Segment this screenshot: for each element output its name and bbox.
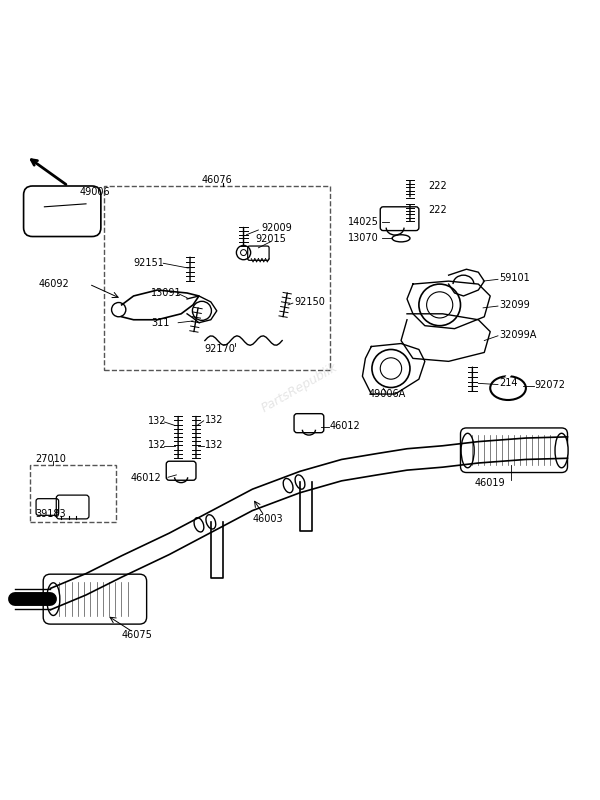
Text: 49006A: 49006A: [369, 389, 406, 399]
Text: 92151: 92151: [134, 258, 164, 268]
Text: 311: 311: [151, 318, 170, 328]
Text: 13070: 13070: [347, 233, 379, 242]
Text: 46019: 46019: [475, 478, 506, 488]
Text: 32099A: 32099A: [499, 330, 536, 340]
Text: 92072: 92072: [535, 380, 566, 390]
Text: 46003: 46003: [253, 514, 283, 524]
Text: 92170: 92170: [205, 345, 235, 354]
Text: 13091: 13091: [151, 288, 182, 298]
Text: 49006: 49006: [80, 187, 110, 197]
Text: 132: 132: [205, 439, 223, 450]
Text: 92150: 92150: [294, 297, 325, 307]
Text: 46092: 46092: [38, 279, 69, 289]
Text: 132: 132: [205, 414, 223, 425]
Text: 132: 132: [148, 416, 167, 426]
Text: 46076: 46076: [202, 175, 232, 185]
Text: 222: 222: [428, 205, 446, 214]
Text: 132: 132: [148, 439, 167, 450]
Text: 222: 222: [428, 181, 446, 191]
Text: 46075: 46075: [122, 630, 152, 640]
Text: 46012: 46012: [330, 421, 361, 431]
Ellipse shape: [461, 434, 474, 468]
Text: 14025: 14025: [347, 217, 379, 226]
Text: 92015: 92015: [256, 234, 286, 245]
Text: 27010: 27010: [35, 454, 67, 465]
Text: 46012: 46012: [131, 474, 161, 483]
Text: 214: 214: [499, 378, 518, 388]
Text: 39183: 39183: [35, 509, 66, 519]
Ellipse shape: [555, 434, 568, 468]
Text: 32099: 32099: [499, 300, 530, 310]
Text: 59101: 59101: [499, 273, 530, 283]
Ellipse shape: [47, 582, 60, 615]
Text: 92009: 92009: [262, 222, 292, 233]
Text: PartsRepublik: PartsRepublik: [260, 361, 340, 415]
